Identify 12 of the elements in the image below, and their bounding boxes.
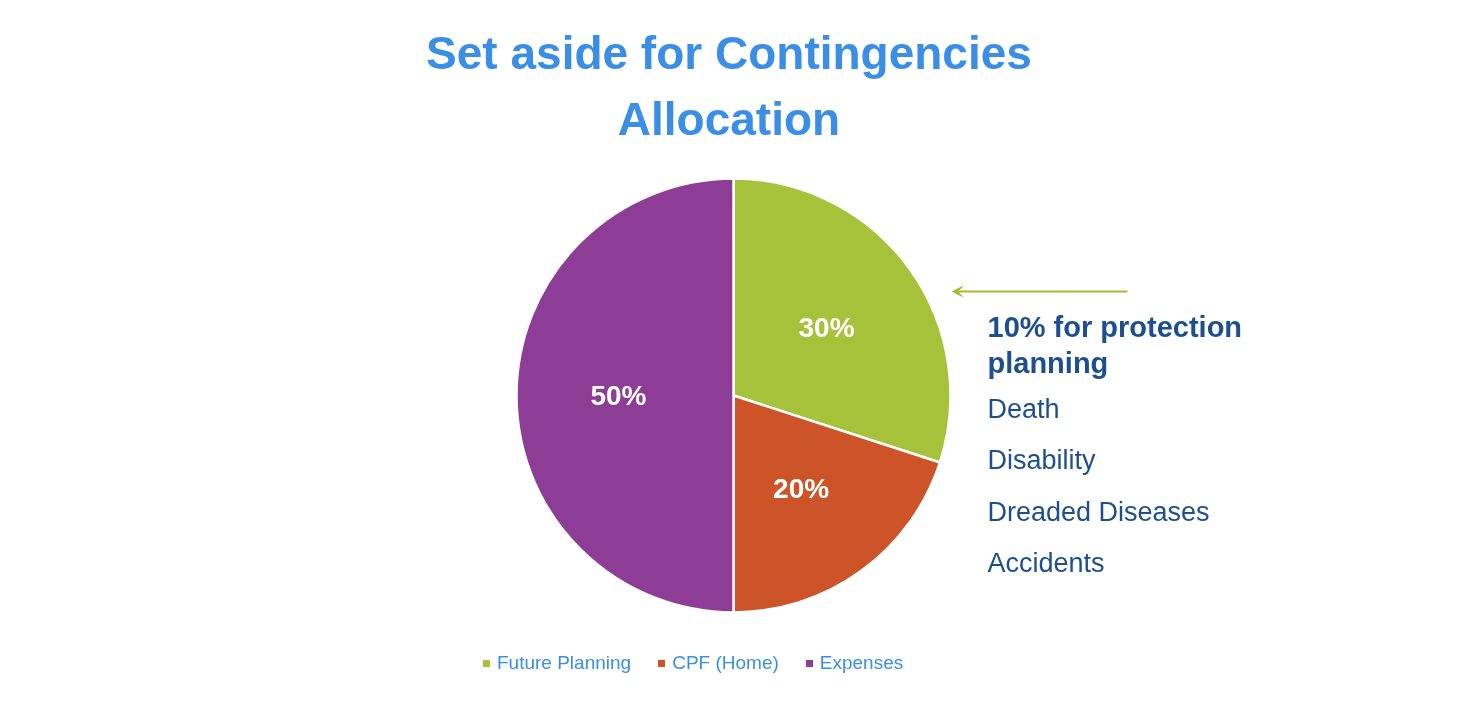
chart-title: Set aside for Contingencies Allocation bbox=[426, 26, 1032, 145]
data-label: 20% bbox=[773, 473, 830, 505]
text: Disability bbox=[987, 444, 1097, 475]
text: Dreaded Diseases bbox=[987, 496, 1210, 527]
text: Accidents bbox=[987, 547, 1105, 578]
data-label: 30% bbox=[798, 312, 855, 344]
text: 10% for protection planning bbox=[987, 310, 1243, 379]
data-label: 50% bbox=[590, 380, 647, 411]
text: Death bbox=[987, 393, 1060, 424]
legend-label: Expenses bbox=[819, 652, 904, 674]
legend-label: CPF (Home) bbox=[672, 652, 779, 674]
legend-label: Future Planning bbox=[497, 652, 632, 674]
